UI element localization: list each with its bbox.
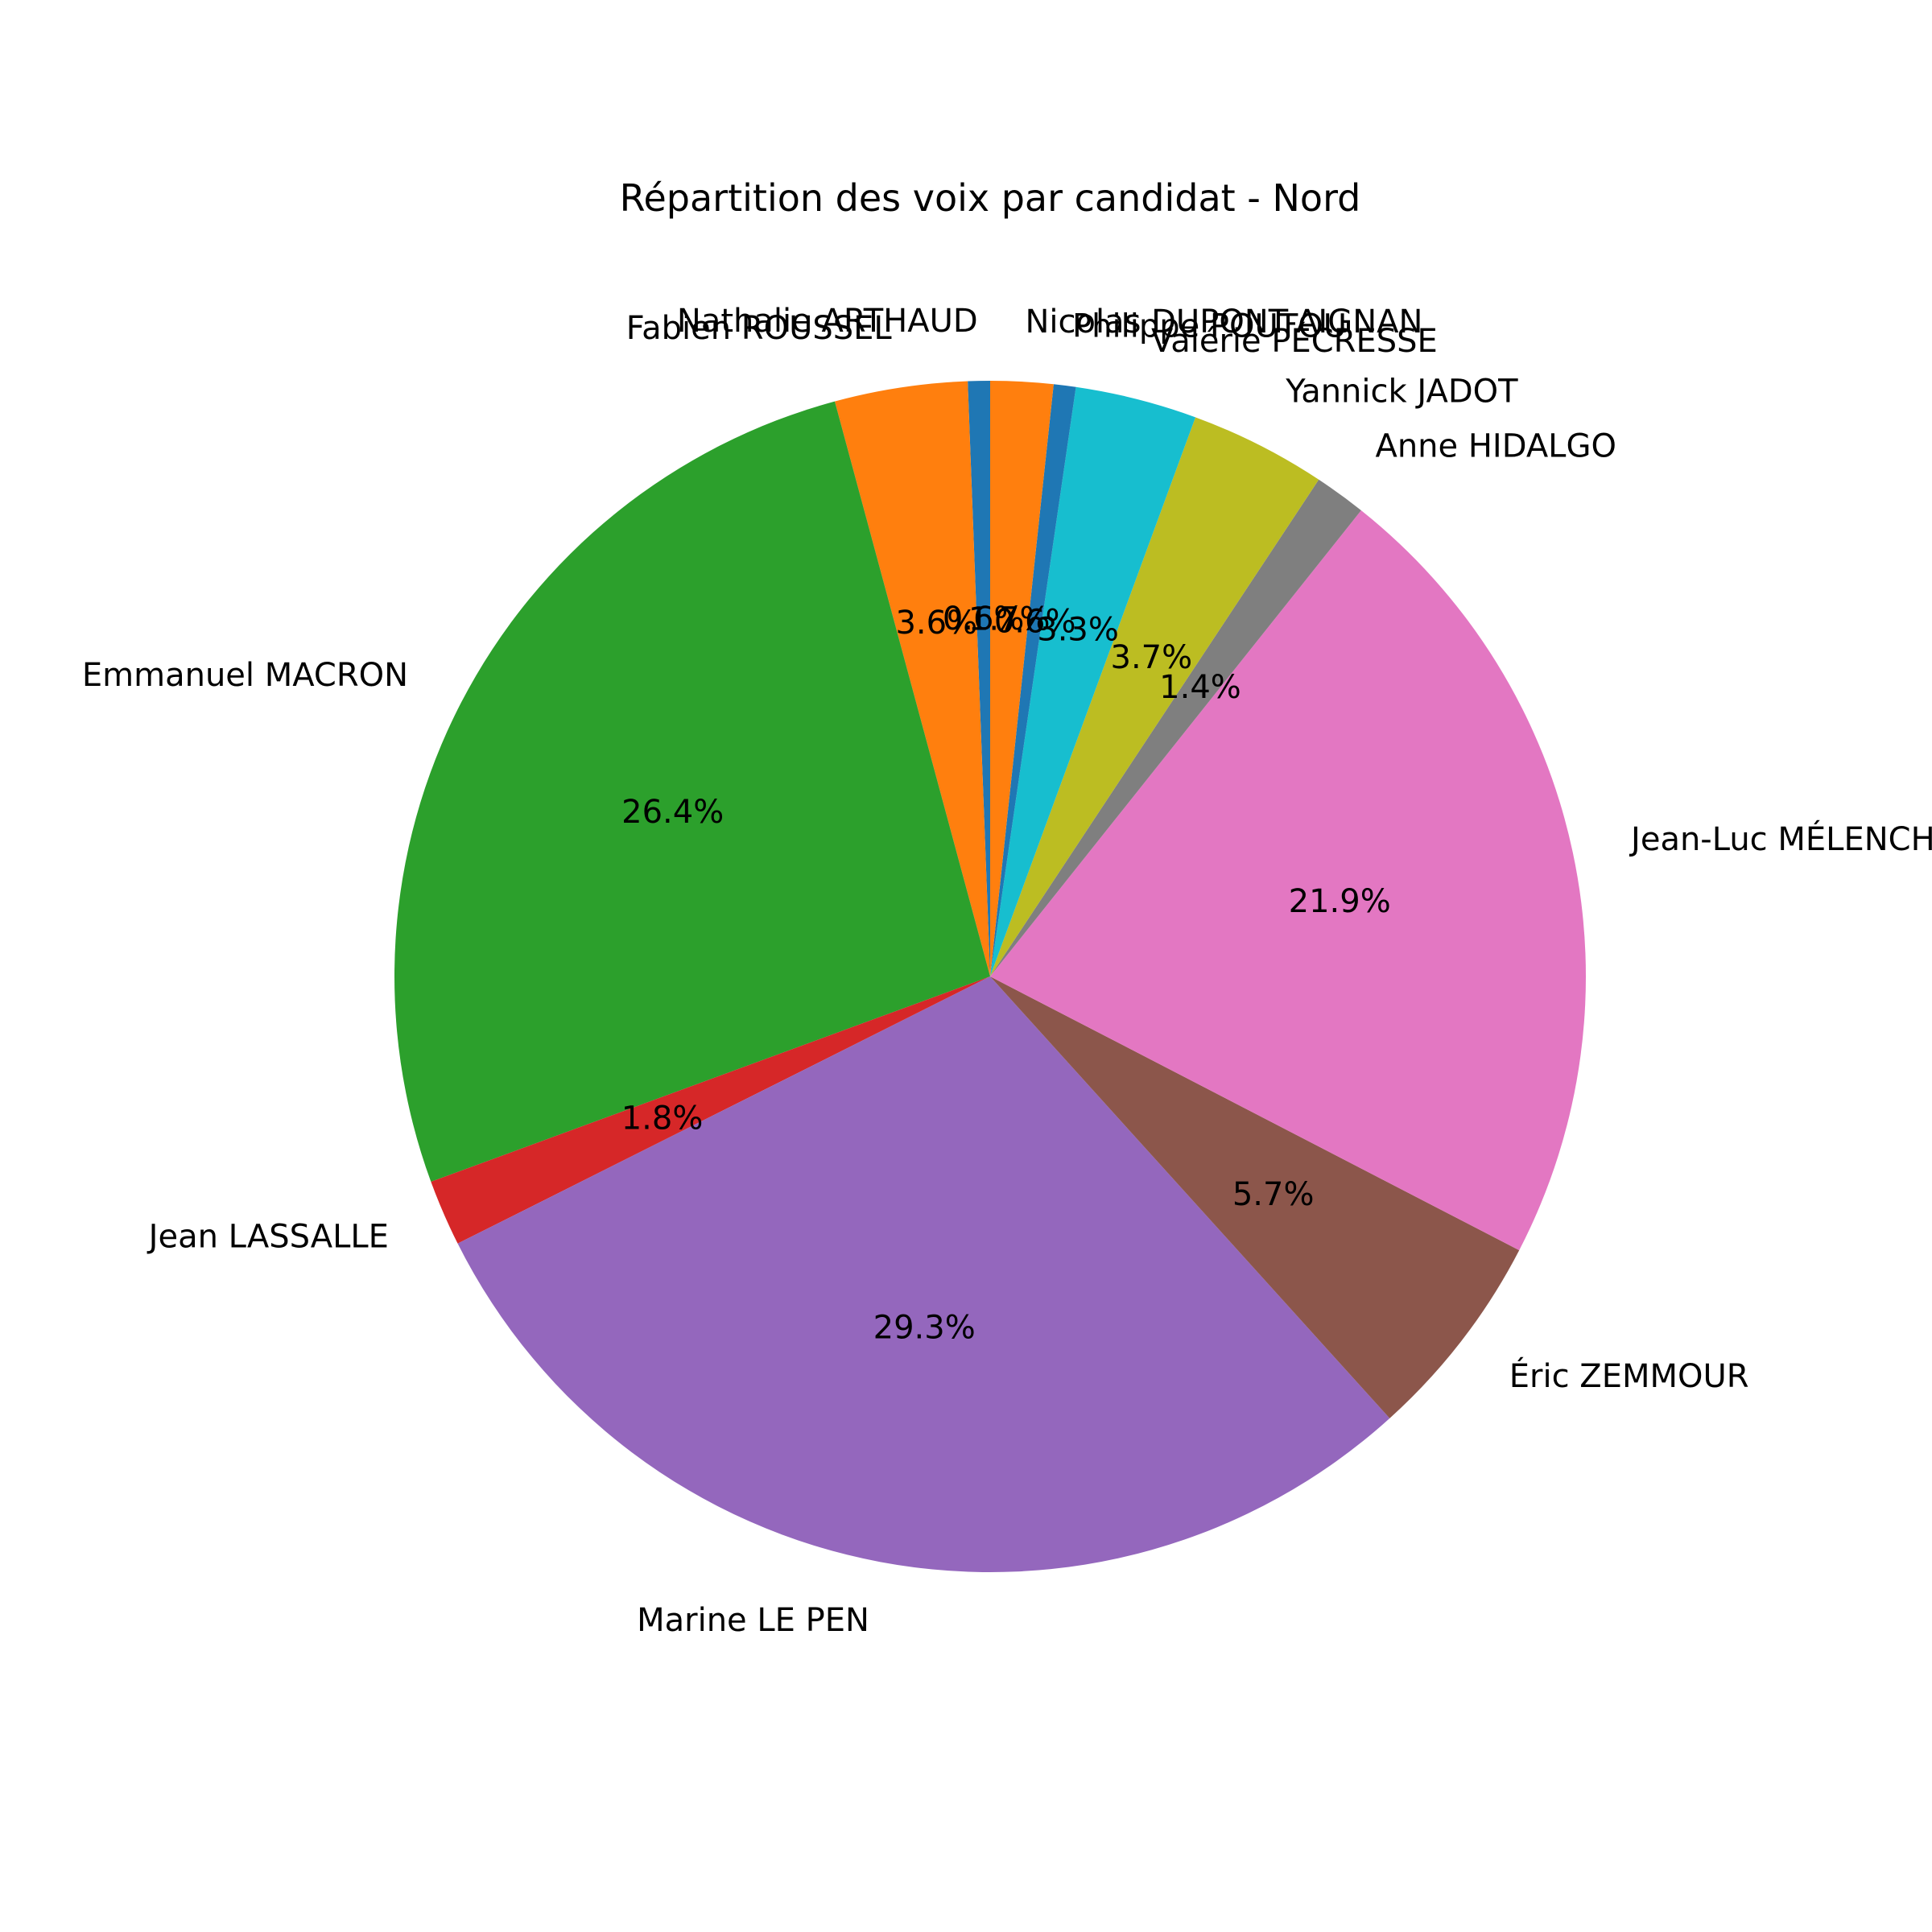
pie-slice-nathalie-arthaud — [968, 381, 990, 976]
pie-slice-anne-hidalgo — [990, 479, 1361, 976]
pie-slice-jean-luc-melenchon — [990, 510, 1587, 1251]
slice-percent-eric-zemmour: 5.7% — [1232, 1176, 1315, 1213]
slice-label-nicolas-dupont-aignan: Nicolas DUPONT-AIGNAN — [1025, 303, 1422, 341]
slice-percent-jean-lassalle: 1.8% — [621, 1100, 704, 1137]
pie-slice-jean-lassalle — [431, 976, 990, 1244]
slice-percent-anne-hidalgo: 1.4% — [1159, 669, 1241, 706]
pie-slice-eric-zemmour — [990, 976, 1520, 1418]
slice-percent-labels: 0.6%3.6%26.4%1.8%29.3%5.7%21.9%1.4%3.7%3… — [621, 601, 1391, 1346]
slice-percent-marine-le-pen: 29.3% — [873, 1309, 976, 1346]
pie-slices — [394, 381, 1587, 1573]
slice-percent-valerie-pecresse: 3.3% — [1037, 612, 1119, 649]
slice-percent-philippe-poutou: 0.6% — [994, 604, 1076, 641]
slice-label-jean-lassalle: Jean LASSALLE — [147, 1218, 389, 1255]
pie-slice-nicolas-dupont-aignan — [990, 381, 1054, 976]
pie-slice-valerie-pecresse — [990, 386, 1196, 976]
pie-slice-philippe-poutou — [990, 384, 1076, 976]
pie-slice-emmanuel-macron — [394, 401, 990, 1183]
slice-label-philippe-poutou: Philippe POUTOU — [1072, 308, 1347, 345]
slice-percent-nathalie-arthaud: 0.6% — [943, 601, 1025, 638]
slice-percent-emmanuel-macron: 26.4% — [621, 794, 724, 831]
slice-label-eric-zemmour: Éric ZEMMOUR — [1509, 1356, 1749, 1395]
slice-percent-yannick-jadot: 3.7% — [1111, 639, 1193, 676]
slice-label-marine-le-pen: Marine LE PEN — [637, 1602, 869, 1639]
slice-label-fabien-roussel: Fabien ROUSSEL — [626, 310, 893, 347]
pie-slice-yannick-jadot — [990, 417, 1319, 976]
slice-percent-jean-luc-melenchon: 21.9% — [1289, 883, 1391, 920]
slice-label-yannick-jadot: Yannick JADOT — [1285, 374, 1518, 411]
pie-slice-marine-le-pen — [457, 976, 1390, 1573]
slice-label-valerie-pecresse: Valérie PÉCRESSE — [1151, 321, 1438, 360]
slice-percent-fabien-roussel: 3.6% — [895, 605, 977, 642]
slice-label-emmanuel-macron: Emmanuel MACRON — [82, 657, 408, 694]
chart-title: Répartition des voix par candidat - Nord — [620, 176, 1361, 220]
slice-label-nathalie-arthaud: Nathalie ARTHAUD — [677, 303, 978, 340]
slice-label-jean-luc-melenchon: Jean-Luc MÉLENCHON — [1629, 819, 1932, 858]
slice-label-anne-hidalgo: Anne HIDALGO — [1375, 427, 1616, 464]
pie-slice-fabien-roussel — [834, 381, 990, 977]
slice-percent-nicolas-dupont-aignan: 1.7% — [968, 601, 1051, 638]
